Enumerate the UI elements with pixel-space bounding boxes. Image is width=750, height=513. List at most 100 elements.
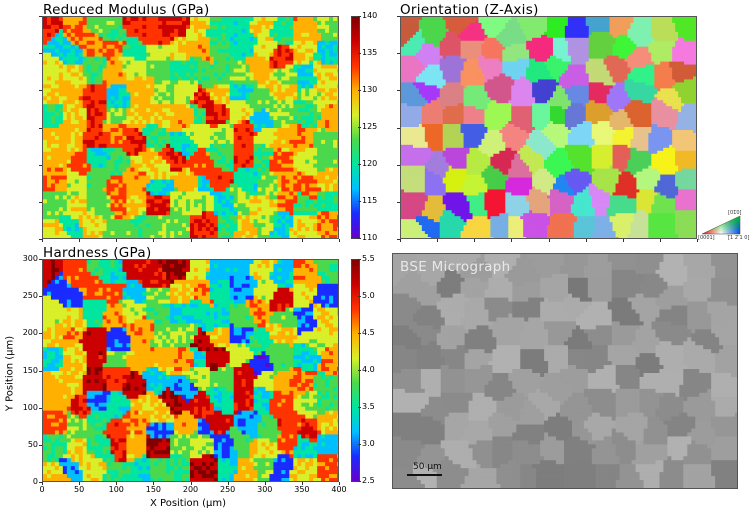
grain-cell [237,223,242,228]
grain-cell [337,159,338,164]
grain-cell [600,19,604,24]
grain-cell [102,195,107,200]
grain-cell [317,171,322,176]
grain-cell [241,203,246,208]
grain-cell [102,191,107,196]
grain-cell [261,52,266,57]
grain-cell [229,227,235,232]
grain-cell [62,135,68,141]
grain-cell [245,120,250,125]
grain-cell [241,219,246,224]
grain-cell [98,32,103,38]
grain-cell [110,235,115,238]
grain-cell [225,195,231,200]
grain-cell [126,207,131,212]
grain-cell [66,96,72,101]
grain-cell [325,80,330,85]
grain-cell [158,40,163,46]
grain-cell [58,60,64,65]
grain-cell [237,72,242,77]
grain-cell [225,92,231,97]
grain-cell [82,131,88,137]
grain-cell [122,112,127,117]
grain-cell [526,25,530,30]
grain-cell [325,207,330,212]
grain-cell [249,56,254,61]
grain-cell [82,112,88,117]
grain-cell [186,207,191,212]
grain-cell [166,17,171,22]
grain-cell [94,215,99,220]
grain-cell [114,84,119,89]
grain-cell [102,199,107,204]
grain-cell [277,88,282,93]
grain-cell [329,175,334,180]
grain-cell [58,159,64,164]
grain-cell [606,22,610,27]
grain-cell [130,24,135,30]
grain-cell [174,159,179,164]
grain-cell [82,147,88,153]
grain-cell [43,167,48,172]
grain-cell [249,108,254,113]
grain-cell [166,223,171,228]
grain-cell [257,72,262,77]
grain-cell [43,96,48,101]
grain-cell [285,76,290,81]
grain-cell [209,163,215,168]
grain-cell [158,76,163,81]
grain-cell [233,187,238,192]
grain-cell [158,96,163,101]
grain-cell [285,104,290,109]
grain-cell [499,34,503,39]
grain-cell [281,235,286,238]
grain-cell [66,127,72,133]
grain-cell [547,25,551,30]
grain-cell [201,183,207,188]
grain-cell [229,127,235,133]
grain-cell [82,52,88,57]
grain-cell [337,175,338,180]
grain-cell [114,159,119,164]
grain-cell [118,187,123,192]
grain-cell [648,31,652,36]
grain-cell [687,34,691,39]
grain-cell [50,175,56,180]
grain-cell [142,147,147,153]
grain-cell [233,175,238,180]
grain-cell [269,124,274,129]
grain-cell [78,227,84,232]
grain-cell [237,199,242,204]
grain-cell [142,163,147,168]
grain-cell [293,199,298,204]
grain-cell [213,167,219,172]
grain-cell [285,64,290,69]
grain-cell [325,163,330,168]
grain-cell [98,104,103,109]
grain-cell [265,24,270,30]
grain-cell [78,211,84,216]
grain-cell [517,19,521,24]
grain-cell [317,155,322,161]
grain-cell [66,155,72,161]
grain-cell [293,207,298,212]
grain-cell [321,116,326,121]
grain-cell [237,28,242,34]
grain-cell [54,112,60,117]
grain-cell [454,25,458,30]
grain-cell [142,167,147,172]
grain-cell [221,183,227,188]
grain-cell [289,179,294,184]
grain-cell [122,147,127,153]
grain-cell [193,155,199,161]
grain-cell [66,100,72,105]
grain-cell [265,151,270,157]
grain-cell [309,36,314,42]
grain-cell [424,37,429,42]
grain-cell [233,100,238,105]
grain-cell [86,24,91,30]
grain-cell [277,92,282,97]
grain-cell [62,167,68,172]
grain-cell [213,72,219,77]
grain-cell [78,72,84,77]
